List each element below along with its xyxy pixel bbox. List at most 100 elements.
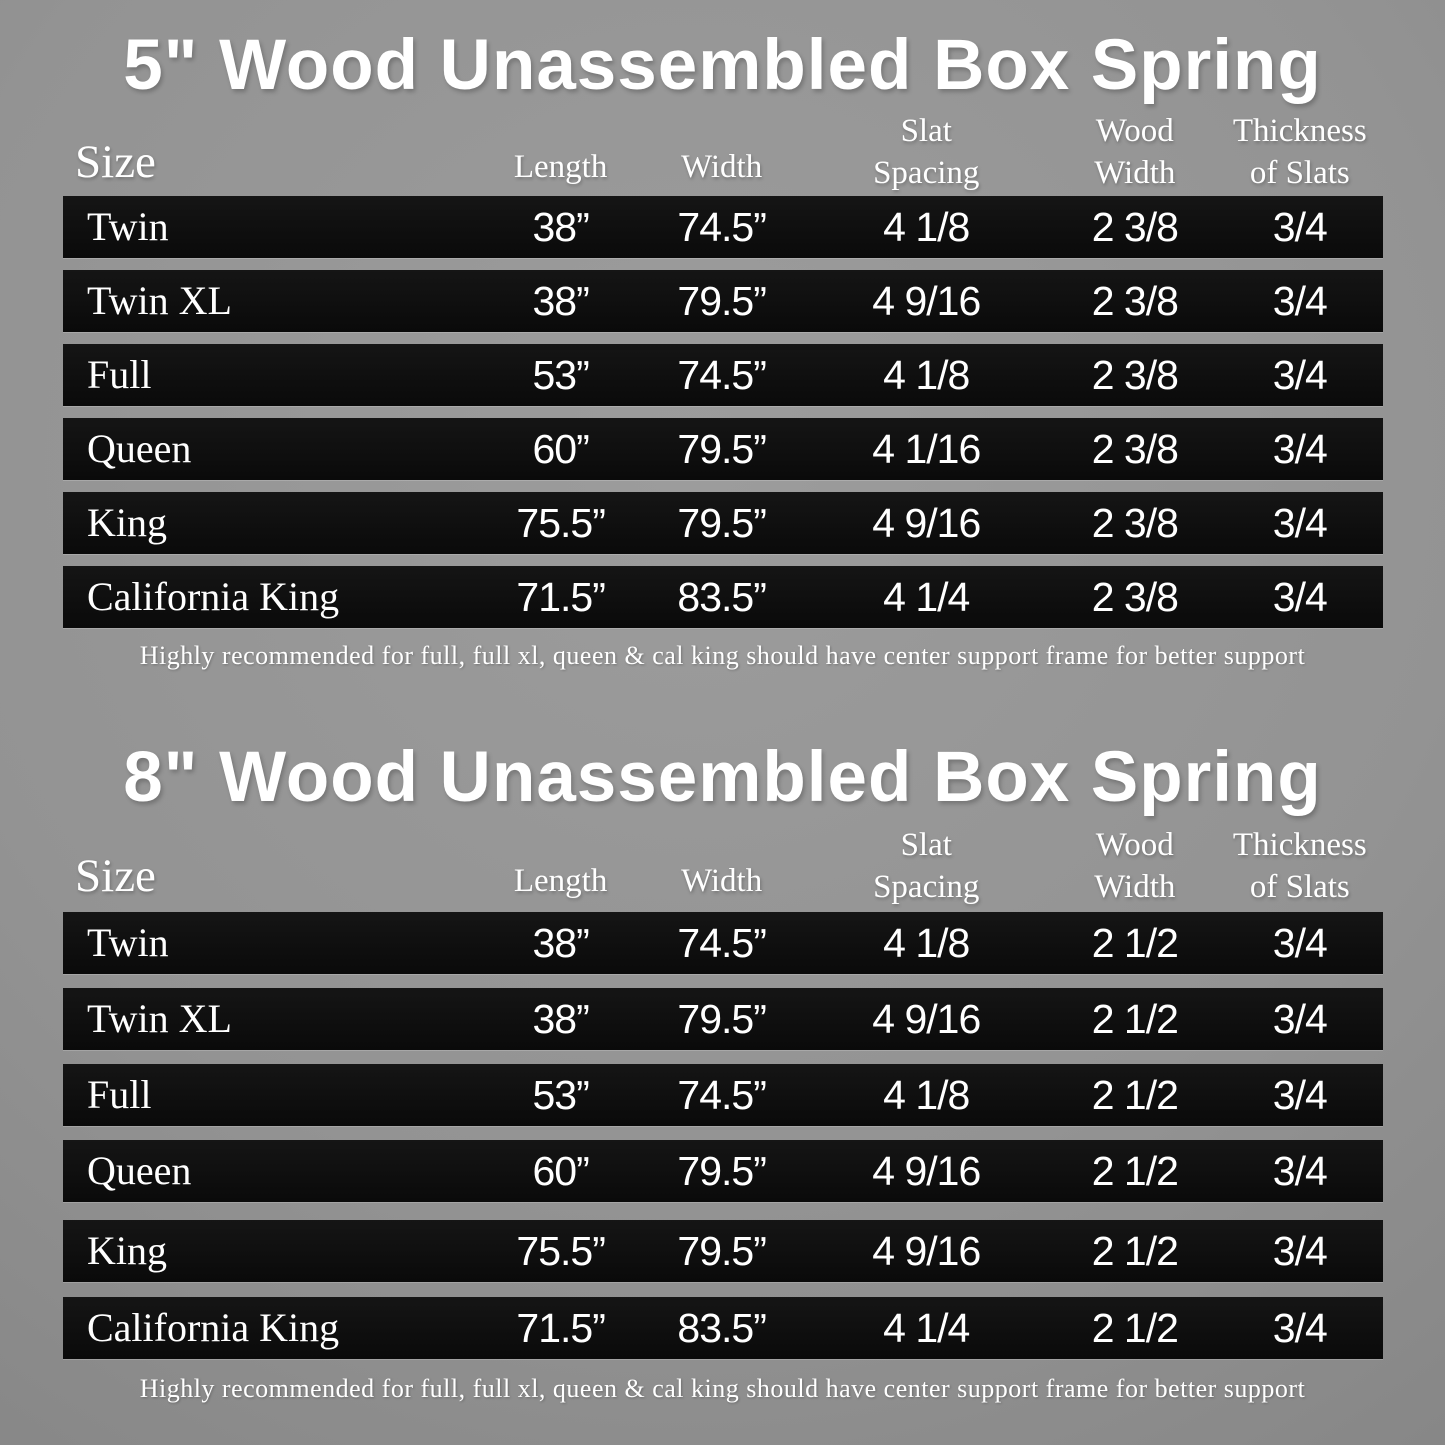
slat-spacing-cell: 4 1/8 — [883, 203, 970, 250]
slat-spacing-cell: 4 1/8 — [883, 919, 970, 966]
table1-header-row: Size Length Width Slat Spacing Wood Widt… — [63, 110, 1383, 194]
length-cell: 38” — [532, 203, 589, 250]
wood-width-cell: 2 3/8 — [1091, 499, 1179, 546]
size-cell: Twin — [87, 204, 169, 249]
wood-width-cell: 2 3/8 — [1091, 425, 1179, 472]
table-row-king: King 75.5” 79.5” 4 9/16 2 3/8 3/4 — [63, 492, 1383, 554]
wood-width-cell: 2 3/8 — [1091, 573, 1179, 620]
width-cell: 74.5” — [677, 203, 766, 250]
header-wood-line1: Wood — [1095, 827, 1174, 863]
wood-width-cell: 2 1/2 — [1091, 919, 1179, 966]
thickness-cell: 3/4 — [1272, 203, 1328, 250]
length-cell: 60” — [532, 425, 589, 472]
header-slat-line1: Slat — [900, 113, 952, 149]
header-slat-line2: Spacing — [873, 155, 980, 192]
header-slat-line1: Slat — [900, 827, 952, 863]
header-wood-line2: Width — [1094, 155, 1176, 192]
header-width: Width — [681, 863, 763, 900]
thickness-cell: 3/4 — [1272, 1071, 1328, 1118]
table-row-twin-xl: Twin XL 38” 79.5” 4 9/16 2 3/8 3/4 — [63, 270, 1383, 332]
header-slat-spacing: Slat Spacing — [800, 110, 1053, 198]
size-cell: California King — [87, 574, 340, 619]
length-cell: 38” — [532, 919, 589, 966]
width-cell: 83.5” — [677, 573, 766, 620]
size-cell: Twin XL — [87, 278, 232, 323]
size-cell: King — [87, 1228, 167, 1273]
width-cell: 83.5” — [677, 1304, 766, 1351]
table2-title: 8" Wood Unassembled Box Spring — [123, 738, 1322, 817]
width-cell: 74.5” — [677, 351, 766, 398]
table-row-twin: Twin 38” 74.5” 4 1/8 2 1/2 3/4 — [63, 912, 1383, 974]
size-cell: Full — [87, 352, 152, 397]
width-cell: 79.5” — [677, 1227, 766, 1274]
size-cell: Queen — [87, 1148, 192, 1193]
table-row-king: King 75.5” 79.5” 4 9/16 2 1/2 3/4 — [63, 1220, 1383, 1282]
header-wood-line1: Wood — [1095, 113, 1174, 149]
header-thickness-line1: Thickness — [1232, 827, 1367, 863]
width-cell: 79.5” — [677, 277, 766, 324]
header-thickness-line1: Thickness — [1232, 113, 1367, 149]
width-cell: 79.5” — [677, 499, 766, 546]
thickness-cell: 3/4 — [1272, 995, 1328, 1042]
header-length: Length — [513, 863, 608, 900]
wood-width-cell: 2 3/8 — [1091, 351, 1179, 398]
header-wood-width: Wood Width — [1053, 824, 1217, 912]
table-row-queen: Queen 60” 79.5” 4 1/16 2 3/8 3/4 — [63, 418, 1383, 480]
table2-header-row: Size Length Width Slat Spacing Wood Widt… — [63, 824, 1383, 908]
slat-spacing-cell: 4 1/8 — [883, 351, 970, 398]
length-cell: 75.5” — [516, 499, 605, 546]
thickness-cell: 3/4 — [1272, 573, 1328, 620]
length-cell: 71.5” — [516, 573, 605, 620]
table-row-california-king: California King 71.5” 83.5” 4 1/4 2 1/2 … — [63, 1297, 1383, 1359]
thickness-cell: 3/4 — [1272, 499, 1328, 546]
table-row-twin: Twin 38” 74.5” 4 1/8 2 3/8 3/4 — [63, 196, 1383, 258]
length-cell: 60” — [532, 1147, 589, 1194]
slat-spacing-cell: 4 9/16 — [872, 1147, 981, 1194]
length-cell: 38” — [532, 277, 589, 324]
size-cell: Full — [87, 1072, 152, 1117]
header-width: Width — [681, 149, 763, 186]
header-size: Size — [75, 136, 156, 189]
table1-title: 5" Wood Unassembled Box Spring — [123, 26, 1322, 105]
table-row-full: Full 53” 74.5” 4 1/8 2 1/2 3/4 — [63, 1064, 1383, 1126]
size-cell: Queen — [87, 426, 192, 471]
wood-width-cell: 2 1/2 — [1091, 1304, 1179, 1351]
width-cell: 79.5” — [677, 425, 766, 472]
table-row-twin-xl: Twin XL 38” 79.5” 4 9/16 2 1/2 3/4 — [63, 988, 1383, 1050]
header-wood-line2: Width — [1094, 869, 1176, 906]
slat-spacing-cell: 4 9/16 — [872, 499, 981, 546]
thickness-cell: 3/4 — [1272, 1227, 1328, 1274]
header-size: Size — [75, 850, 156, 903]
length-cell: 53” — [532, 1071, 589, 1118]
length-cell: 75.5” — [516, 1227, 605, 1274]
slat-spacing-cell: 4 1/16 — [872, 425, 981, 472]
slat-spacing-cell: 4 9/16 — [872, 995, 981, 1042]
wood-width-cell: 2 1/2 — [1091, 1071, 1179, 1118]
header-length: Length — [513, 149, 608, 186]
header-slat-line2: Spacing — [873, 869, 980, 906]
header-thickness-line2: of Slats — [1249, 155, 1350, 192]
header-wood-width: Wood Width — [1053, 110, 1217, 198]
table2-footnote: Highly recommended for full, full xl, qu… — [139, 1374, 1306, 1403]
wood-width-cell: 2 3/8 — [1091, 277, 1179, 324]
length-cell: 71.5” — [516, 1304, 605, 1351]
thickness-cell: 3/4 — [1272, 425, 1328, 472]
size-cell: California King — [87, 1305, 340, 1350]
table-row-full: Full 53” 74.5” 4 1/8 2 3/8 3/4 — [63, 344, 1383, 406]
header-thickness: Thickness of Slats — [1217, 824, 1383, 912]
thickness-cell: 3/4 — [1272, 1147, 1328, 1194]
slat-spacing-cell: 4 9/16 — [872, 1227, 981, 1274]
thickness-cell: 3/4 — [1272, 277, 1328, 324]
width-cell: 74.5” — [677, 919, 766, 966]
wood-width-cell: 2 1/2 — [1091, 1147, 1179, 1194]
length-cell: 38” — [532, 995, 589, 1042]
width-cell: 74.5” — [677, 1071, 766, 1118]
wood-width-cell: 2 1/2 — [1091, 1227, 1179, 1274]
width-cell: 79.5” — [677, 1147, 766, 1194]
length-cell: 53” — [532, 351, 589, 398]
thickness-cell: 3/4 — [1272, 919, 1328, 966]
table-row-queen: Queen 60” 79.5” 4 9/16 2 1/2 3/4 — [63, 1140, 1383, 1202]
table-row-california-king: California King 71.5” 83.5” 4 1/4 2 3/8 … — [63, 566, 1383, 628]
slat-spacing-cell: 4 1/4 — [883, 1304, 970, 1351]
